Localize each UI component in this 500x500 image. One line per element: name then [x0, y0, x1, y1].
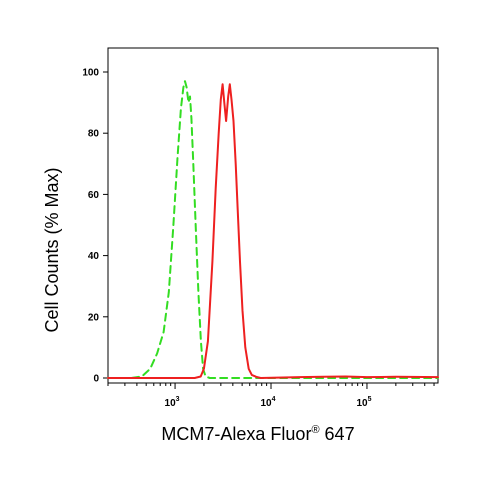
- y-axis-ticks: 0 20 40 60 80 100: [82, 68, 108, 385]
- x-tick-base: 10: [260, 398, 272, 409]
- y-tick-label: 100: [82, 68, 99, 79]
- mcm7-stained-curve: [107, 83, 439, 379]
- y-tick-label: 0: [93, 374, 99, 385]
- y-tick-label: 80: [88, 129, 100, 140]
- x-axis-title-main: MCM7-Alexa Fluor: [161, 424, 311, 444]
- x-axis-title-suffix: 647: [320, 424, 355, 444]
- x-tick-exponent: 3: [176, 396, 180, 403]
- x-tick-exponent: 5: [368, 396, 372, 403]
- x-axis-title-registered: ®: [311, 424, 319, 436]
- x-tick-base: 10: [165, 398, 177, 409]
- x-tick-label: 104: [260, 396, 275, 409]
- x-tick-label: 103: [165, 396, 180, 409]
- x-axis-title: MCM7-Alexa Fluor® 647: [161, 424, 354, 444]
- y-tick-label: 40: [88, 251, 100, 262]
- y-tick-label: 20: [88, 312, 100, 323]
- x-tick-base: 10: [356, 398, 368, 409]
- isotype-control-curve: [107, 80, 439, 379]
- y-tick-label: 60: [88, 190, 100, 201]
- y-axis-title: Cell Counts (% Max): [42, 167, 62, 332]
- x-tick-exponent: 4: [272, 396, 276, 403]
- plot-frame: [107, 47, 439, 384]
- histogram-series: [107, 80, 439, 379]
- x-minor-ticks: [107, 383, 435, 389]
- x-tick-label: 105: [356, 396, 371, 409]
- x-axis-ticks: 103 104 105: [165, 396, 372, 409]
